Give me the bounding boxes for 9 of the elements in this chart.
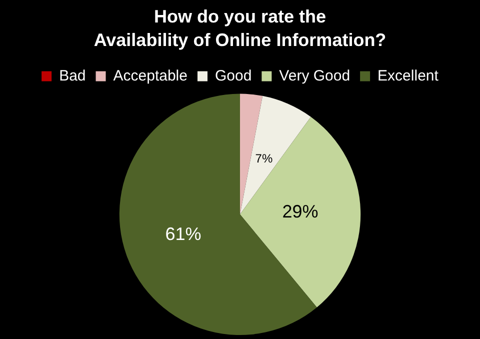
legend-label: Bad — [59, 67, 86, 84]
legend-label: Good — [214, 67, 252, 84]
legend-label: Very Good — [279, 67, 350, 84]
data-label: 61% — [165, 224, 202, 244]
legend-label: Acceptable — [113, 67, 188, 84]
data-label: 7% — [255, 151, 273, 166]
data-label: 29% — [282, 201, 318, 222]
legend-label: Excellent — [378, 67, 440, 84]
chart-title: How do you rate the Availability of Online Information? — [94, 6, 386, 50]
